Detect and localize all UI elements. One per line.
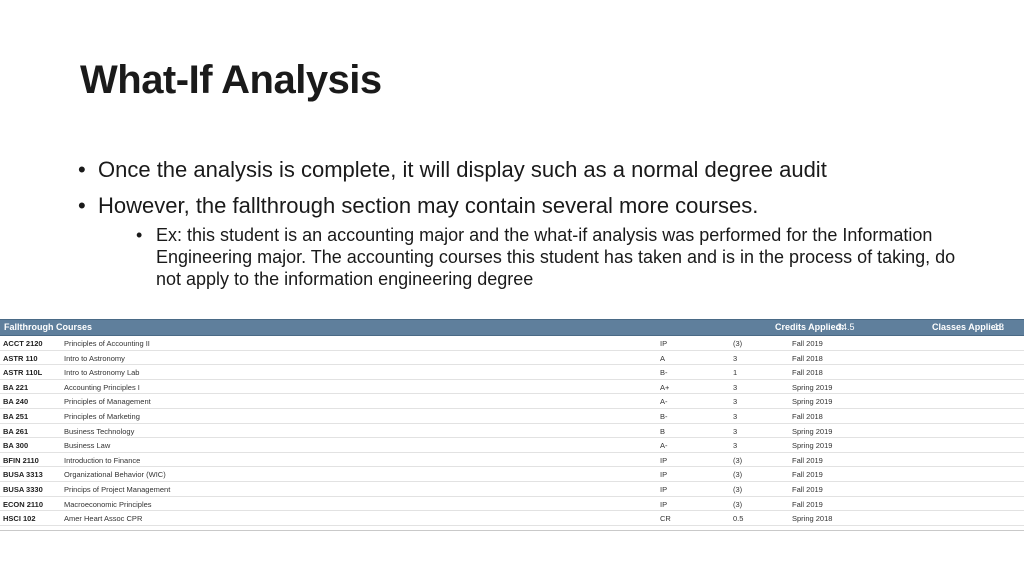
course-grade: A-: [660, 441, 668, 451]
course-credits: 0.5: [733, 514, 744, 524]
classes-applied-label: Classes Applied:: [932, 322, 1005, 332]
table-footer: [0, 526, 1024, 531]
course-credits: 1: [733, 368, 738, 378]
table-row: HSCI 102 Amer Heart Assoc CPR CR 0.5 Spring …: [0, 511, 1024, 526]
course-credits: 3: [733, 353, 738, 363]
course-term: Fall 2019: [792, 484, 823, 494]
course-title: Macroeconomic Principles: [64, 499, 152, 509]
course-code: ASTR 110: [3, 353, 38, 363]
table-row: ASTR 110L Intro to Astronomy Lab B- 1 Fall 2…: [0, 365, 1024, 380]
table-row: BA 240 Principles of Management A- 3 Spring …: [0, 394, 1024, 409]
course-grade: IP: [660, 484, 668, 494]
course-title: Principles of Management: [64, 397, 151, 407]
course-credits: 3: [733, 411, 738, 421]
course-code: BA 251: [3, 411, 29, 421]
course-grade: B-: [660, 411, 668, 421]
table-row: ASTR 110 Intro to Astronomy A 3 Fall 2018: [0, 350, 1024, 366]
course-title: Business Technology: [64, 426, 135, 436]
course-title: Business Law: [64, 441, 111, 451]
table-row: BA 300 Business Law A- 3 Spring 2019: [0, 438, 1024, 453]
course-grade: A: [660, 353, 666, 363]
course-term: Spring 2019: [792, 397, 833, 407]
table-title: Fallthrough Courses: [4, 322, 93, 332]
course-code: BUSA 3313: [3, 470, 43, 480]
course-grade: CR: [660, 514, 671, 524]
course-term: Spring 2019: [792, 441, 833, 451]
course-code: ASTR 110L: [3, 368, 43, 378]
course-code: BA 261: [3, 426, 29, 436]
course-title: Accounting Principles I: [64, 382, 140, 392]
course-term: Spring 2019: [792, 382, 833, 392]
table-header: Fallthrough Courses Credits Applied: 34.…: [0, 319, 1024, 336]
table-row: BFIN 2110 Introduction to Finance IP (3) Fal…: [0, 452, 1024, 468]
table-row: BUSA 3313 Organizational Behavior (WIC) IP…: [0, 467, 1024, 482]
course-grade: B: [660, 426, 666, 436]
classes-applied-value: 13: [994, 322, 1005, 332]
course-title: Princips of Project Management: [64, 484, 171, 494]
course-credits: (3): [733, 470, 743, 480]
credits-applied-value: 34.5: [837, 322, 855, 332]
course-credits: (3): [733, 484, 743, 494]
sub-bullet-item: Ex: this student is an accounting major …: [136, 224, 956, 290]
course-grade: IP: [660, 339, 668, 348]
course-credits: (3): [733, 455, 743, 465]
course-title: Amer Heart Assoc CPR: [64, 514, 143, 524]
course-grade: IP: [660, 455, 668, 465]
table-body: ACCT 2120 Principles of Accounting II IP (3…: [0, 336, 1024, 526]
course-term: Fall 2019: [792, 499, 823, 509]
course-credits: 3: [733, 382, 738, 392]
table-row: ECON 2110 Macroeconomic Principles IP (3) Fa…: [0, 496, 1024, 512]
course-grade: IP: [660, 499, 668, 509]
course-grade: A-: [660, 397, 668, 407]
course-title: Principles of Accounting II: [64, 339, 150, 348]
course-term: Fall 2019: [792, 455, 823, 465]
course-term: Fall 2018: [792, 368, 823, 378]
course-code: BUSA 3330: [3, 484, 43, 494]
course-code: ECON 2110: [3, 499, 44, 509]
bullet-item: Once the analysis is complete, it will d…: [78, 152, 978, 188]
fallthrough-courses-table: Fallthrough Courses Credits Applied: 34.…: [0, 319, 1024, 531]
course-grade: A+: [660, 382, 670, 392]
course-credits: 3: [733, 397, 738, 407]
course-term: Fall 2018: [792, 411, 823, 421]
course-credits: (3): [733, 499, 743, 509]
course-title: Intro to Astronomy Lab: [64, 368, 140, 378]
credits-applied-label: Credits Applied:: [775, 322, 845, 332]
course-title: Intro to Astronomy: [64, 353, 125, 363]
course-credits: 3: [733, 426, 738, 436]
course-term: Fall 2019: [792, 470, 823, 480]
bullet-item: However, the fallthrough section may con…: [78, 188, 978, 224]
course-term: Spring 2018: [792, 514, 833, 524]
course-code: ACCT 2120: [3, 339, 43, 348]
course-term: Spring 2019: [792, 426, 833, 436]
course-title: Principles of Marketing: [64, 411, 140, 421]
table-row: ACCT 2120 Principles of Accounting II IP (3…: [0, 336, 1024, 351]
course-code: BA 221: [3, 382, 29, 392]
table-row: BA 221 Accounting Principles I A+ 3 Spring 2…: [0, 379, 1024, 395]
course-title: Organizational Behavior (WIC): [64, 470, 166, 480]
table-row: BA 261 Business Technology B 3 Spring 2019: [0, 423, 1024, 439]
course-credits: (3): [733, 339, 743, 348]
course-grade: B-: [660, 368, 668, 378]
course-title: Introduction to Finance: [64, 455, 141, 465]
course-code: HSCI 102: [3, 514, 36, 524]
course-code: BFIN 2110: [3, 455, 39, 465]
course-credits: 3: [733, 441, 738, 451]
course-grade: IP: [660, 470, 668, 480]
course-term: Fall 2019: [792, 339, 823, 348]
table-row: BA 251 Principles of Marketing B- 3 Fall 201…: [0, 408, 1024, 424]
course-code: BA 300: [3, 441, 29, 451]
course-term: Fall 2018: [792, 353, 823, 363]
bullet-list: Once the analysis is complete, it will d…: [78, 152, 978, 290]
slide-title: What-If Analysis: [80, 58, 382, 102]
table-row: BUSA 3330 Princips of Project Management I…: [0, 481, 1024, 497]
course-code: BA 240: [3, 397, 29, 407]
